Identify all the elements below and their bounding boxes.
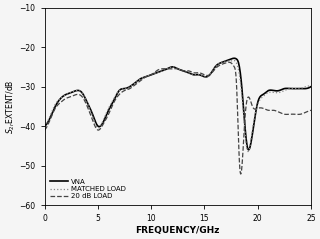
MATCHED LOAD bbox=[200, 74, 204, 77]
X-axis label: FREQUENCY/GHz: FREQUENCY/GHz bbox=[136, 226, 220, 235]
VNA bbox=[200, 74, 204, 77]
VNA bbox=[247, 148, 251, 151]
MATCHED LOAD bbox=[111, 98, 115, 101]
Legend: VNA, MATCHED LOAD, 20 dB LOAD: VNA, MATCHED LOAD, 20 dB LOAD bbox=[48, 177, 128, 201]
MATCHED LOAD bbox=[244, 138, 248, 141]
20 dB LOAD bbox=[90, 117, 94, 120]
VNA bbox=[232, 57, 236, 60]
VNA bbox=[111, 100, 115, 103]
VNA bbox=[309, 85, 313, 88]
20 dB LOAD bbox=[200, 72, 204, 75]
20 dB LOAD bbox=[111, 103, 115, 105]
20 dB LOAD bbox=[244, 104, 248, 107]
20 dB LOAD bbox=[43, 129, 46, 131]
20 dB LOAD bbox=[163, 67, 167, 70]
MATCHED LOAD bbox=[232, 59, 236, 62]
Line: 20 dB LOAD: 20 dB LOAD bbox=[44, 62, 311, 174]
VNA bbox=[90, 111, 94, 114]
MATCHED LOAD bbox=[220, 60, 224, 63]
MATCHED LOAD bbox=[90, 113, 94, 115]
VNA bbox=[244, 133, 248, 136]
VNA bbox=[163, 68, 167, 71]
MATCHED LOAD bbox=[309, 85, 313, 88]
20 dB LOAD bbox=[227, 61, 231, 64]
VNA bbox=[220, 61, 224, 64]
MATCHED LOAD bbox=[43, 125, 46, 128]
Line: VNA: VNA bbox=[44, 58, 311, 150]
20 dB LOAD bbox=[239, 173, 243, 175]
MATCHED LOAD bbox=[163, 68, 167, 71]
Line: MATCHED LOAD: MATCHED LOAD bbox=[44, 60, 311, 152]
MATCHED LOAD bbox=[246, 150, 250, 153]
20 dB LOAD bbox=[309, 109, 313, 112]
Y-axis label: $S_{2r}$EXTENT/dB: $S_{2r}$EXTENT/dB bbox=[4, 79, 17, 134]
VNA bbox=[43, 125, 46, 128]
20 dB LOAD bbox=[220, 63, 224, 65]
